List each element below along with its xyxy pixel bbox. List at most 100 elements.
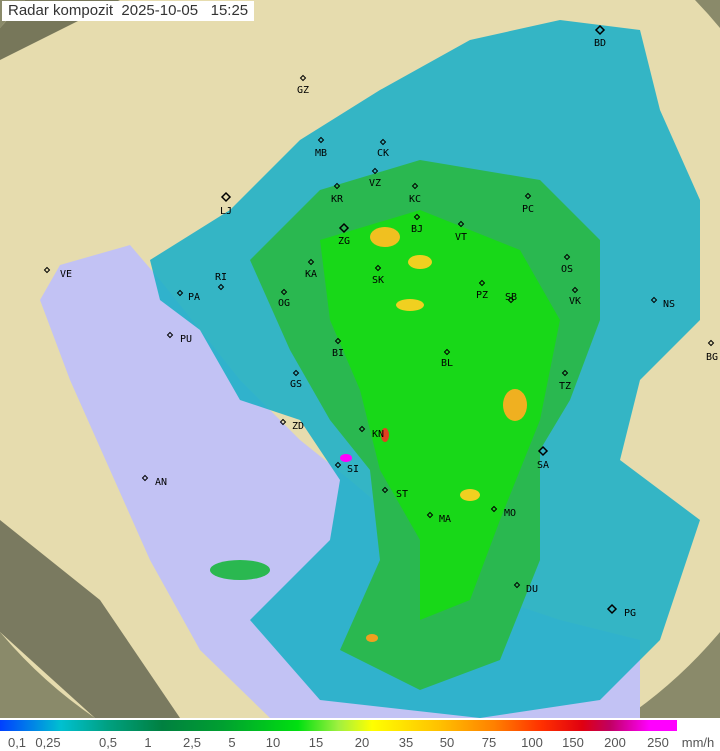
city-marker-icon[interactable] [537,445,549,457]
city-label: SI [347,464,359,475]
city-label: VZ [369,178,381,189]
city-marker-icon[interactable] [358,425,366,433]
city-marker-icon[interactable] [413,213,421,221]
city-marker-icon[interactable] [381,486,389,494]
city-label: GS [290,379,302,390]
city-label: PA [188,292,200,303]
city-marker-icon[interactable] [478,279,486,287]
city-label: KA [305,269,317,280]
legend-tick: 100 [521,735,543,750]
city-label: ST [396,489,408,500]
city-marker-icon[interactable] [371,167,379,175]
city-label: BI [332,348,344,359]
city-marker-icon[interactable] [280,288,288,296]
city-label: RI [215,272,227,283]
map-title: Radar kompozit 2025-10-05 15:25 [2,1,255,21]
city-label: ZD [292,421,304,432]
city-marker-icon[interactable] [292,369,300,377]
city-marker-icon[interactable] [334,337,342,345]
city-label: OS [561,264,573,275]
city-marker-icon[interactable] [457,220,465,228]
city-marker-icon[interactable] [443,348,451,356]
city-marker-icon[interactable] [220,191,232,203]
city-label: SB [505,292,517,303]
city-marker-icon[interactable] [43,266,51,274]
city-label: TZ [559,381,571,392]
radar-map[interactable]: BD GZ MB CK VZ KR KC PC LJ ZG BJ VT OS KA SK RI VE PA OG PZ… [0,0,720,718]
city-marker-icon[interactable] [333,182,341,190]
legend-tick: 0,1 [7,735,27,750]
city-marker-icon[interactable] [563,253,571,261]
city-label: VK [569,296,581,307]
legend-tick: 35 [398,735,414,750]
city-marker-icon[interactable] [217,283,225,291]
legend-tick: 250 [647,735,669,750]
terrain-shade [0,520,180,718]
legend-tick: 15 [308,735,324,750]
legend-tick: 10 [265,735,281,750]
city-label: MB [315,148,327,159]
city-label: KC [409,194,421,205]
city-marker-icon[interactable] [379,138,387,146]
legend-tick: 5 [228,735,236,750]
city-marker-icon[interactable] [338,222,350,234]
city-label: ZG [338,236,350,247]
city-label: BD [594,38,606,49]
city-label: VT [455,232,467,243]
city-label: KR [331,194,344,205]
legend-tick: 2,5 [182,735,202,750]
city-marker-icon[interactable] [176,289,184,297]
city-marker-icon[interactable] [594,24,606,36]
city-markers: BD GZ MB CK VZ KR KC PC LJ ZG BJ VT OS KA SK RI VE PA OG PZ… [43,24,718,619]
city-marker-icon[interactable] [334,461,342,469]
city-marker-icon[interactable] [571,286,579,294]
city-label: MO [504,508,516,519]
city-marker-icon[interactable] [524,192,532,200]
legend-tick: 0,25 [35,735,61,750]
city-label: SK [372,275,384,286]
city-label: LJ [220,206,232,217]
city-marker-icon[interactable] [707,339,715,347]
city-marker-icon[interactable] [561,369,569,377]
city-marker-icon[interactable] [374,264,382,272]
city-marker-icon[interactable] [507,296,515,304]
city-label: PC [522,204,534,215]
city-label: DU [526,584,538,595]
city-marker-icon[interactable] [299,74,307,82]
city-label: GZ [297,85,309,96]
city-marker-icon[interactable] [426,511,434,519]
city-marker-icon[interactable] [411,182,419,190]
city-label: PU [180,334,192,345]
legend-tick-labels: 0,1 0,25 0,5 1 2,5 5 10 15 20 35 50 75 100 150 200 250 m… [0,735,720,750]
city-label: BL [441,358,453,369]
city-label: KN [372,429,384,440]
city-marker-icon[interactable] [490,505,498,513]
legend-tick: 200 [604,735,626,750]
legend-tick: 75 [481,735,497,750]
city-marker-icon[interactable] [606,603,618,615]
city-label: CK [377,148,389,159]
legend-tick: 150 [562,735,584,750]
city-label: NS [663,299,675,310]
city-marker-icon[interactable] [513,581,521,589]
city-label: AN [155,477,167,488]
precipitation-color-scale [0,720,677,731]
legend-tick: 50 [439,735,455,750]
city-label: MA [439,514,451,525]
city-label: PG [624,608,636,619]
city-marker-icon[interactable] [141,474,149,482]
city-marker-icon[interactable] [307,258,315,266]
city-marker-icon[interactable] [166,331,174,339]
legend-tick: 20 [354,735,370,750]
legend-tick: 1 [144,735,152,750]
city-label: OG [278,298,290,309]
city-label: PZ [476,290,488,301]
legend-unit: mm/h [681,735,715,750]
city-label: SA [537,460,549,471]
city-marker-icon[interactable] [279,418,287,426]
city-label: BG [706,352,718,363]
city-marker-icon[interactable] [650,296,658,304]
precipitation-layer [150,20,700,718]
city-marker-icon[interactable] [317,136,325,144]
city-label: VE [60,269,72,280]
